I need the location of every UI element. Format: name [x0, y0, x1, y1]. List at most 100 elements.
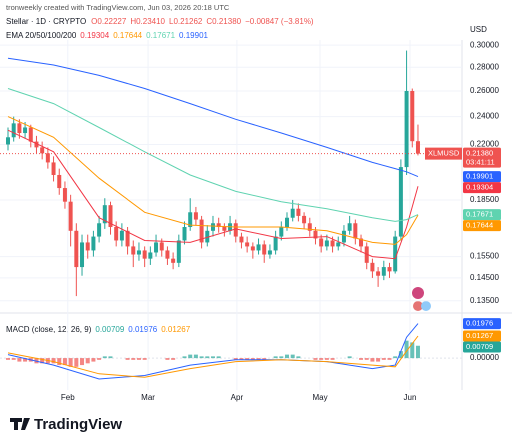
candle-body [171, 258, 176, 263]
candle-body [205, 230, 210, 243]
macd-histogram-bar [393, 356, 398, 359]
candle-body [102, 205, 107, 224]
y-tick-label: 0.28000 [470, 62, 499, 71]
candle-body [62, 188, 67, 202]
macd-histogram-bar [330, 358, 335, 360]
macd-histogram-bar [233, 358, 238, 360]
candle-body [85, 242, 90, 251]
macd-histogram-bar [381, 358, 386, 360]
candle-body [341, 230, 346, 243]
candle-body [199, 219, 204, 243]
macd-histogram-bar [62, 358, 67, 366]
last-price-label: 0.21380 [466, 149, 493, 158]
ema-value: 0.17671 [146, 31, 175, 40]
macd-value: 0.01976 [128, 325, 157, 334]
price-tag [463, 209, 501, 221]
candle-body [262, 244, 267, 255]
ohlc: C0.21380 [206, 17, 241, 26]
macd-histogram-bar [125, 358, 130, 360]
y-tick-label: 0.18500 [470, 195, 499, 204]
macd-histogram-bar [279, 356, 284, 359]
symbol-tag [425, 147, 462, 160]
candle-body [222, 227, 227, 231]
candle-body [285, 217, 290, 228]
candle-body [273, 236, 278, 251]
macd-histogram-bar [131, 358, 136, 360]
macd-histogram-bar [415, 345, 420, 359]
macd-histogram-bar [370, 358, 375, 362]
price-tag-label: 0.01976 [466, 319, 493, 328]
candle-body [154, 242, 159, 253]
macd-histogram-bar [91, 358, 96, 362]
last-price-tag [463, 147, 501, 168]
ema-value: 0.19901 [179, 31, 208, 40]
candle-body [296, 208, 301, 216]
candle-body [307, 223, 312, 231]
macd-histogram-bar [97, 358, 102, 360]
macd-histogram-bar [40, 358, 45, 364]
candle-body [210, 223, 215, 231]
ema-label: EMA 20/50/100/200 [6, 31, 77, 40]
candle-body [410, 90, 415, 142]
ema-value: 0.19304 [80, 31, 109, 40]
macd-histogram-bar [165, 358, 170, 360]
macd-histogram-bar [404, 340, 409, 359]
candle-body [68, 201, 73, 231]
macd-histogram-bar [171, 358, 176, 360]
price-tag [463, 341, 501, 353]
candle-body [148, 252, 153, 259]
macd-histogram-bar [256, 358, 261, 360]
event-icon [421, 301, 431, 311]
macd-histogram-bar [74, 358, 79, 367]
macd-histogram-bar [313, 358, 318, 360]
candle-body [23, 127, 28, 134]
candle-body [359, 238, 364, 247]
price-tag [463, 330, 501, 342]
candle-body [74, 230, 79, 268]
candle-body [404, 90, 409, 168]
macd-tick-label: 0.00000 [470, 353, 499, 362]
candle-body [393, 236, 398, 272]
price-tag [463, 171, 501, 183]
candle-body [6, 137, 10, 145]
symbol-line: Stellar · 1D · CRYPTO O0.22227 H0.23410 L0.… [6, 17, 314, 26]
macd-histogram-bar [359, 358, 364, 360]
candle-body [91, 236, 96, 251]
candle-body [387, 267, 392, 272]
candle-body [313, 230, 318, 239]
candle-body [330, 240, 335, 247]
candle-body [193, 212, 198, 220]
macd-title: MACD (close, 12, 26, 9) [6, 325, 92, 334]
macd-histogram-bar [182, 356, 187, 359]
candle-body [97, 223, 102, 237]
x-tick-label: Feb [61, 393, 75, 402]
candle-body [165, 250, 170, 259]
candle-body [51, 162, 56, 175]
macd-histogram-bar [85, 358, 90, 364]
macd-histogram-bar [216, 356, 221, 359]
macd-histogram-bar [210, 356, 215, 359]
x-tick-label: Apr [231, 393, 244, 402]
macd-histogram-bar [398, 351, 403, 359]
candle-body [45, 153, 50, 163]
ohlc: H0.23410 [130, 17, 165, 26]
x-tick-label: May [312, 393, 327, 402]
macd-histogram-bar [108, 356, 113, 359]
macd-histogram-bar [273, 356, 278, 359]
symbol: Stellar · 1D · CRYPTO [6, 17, 86, 26]
logo-icon [10, 418, 30, 430]
candle-body [250, 246, 255, 251]
macd-histogram-bar [80, 358, 85, 366]
macd-line [7, 323, 419, 380]
macd-histogram-bar [188, 354, 193, 359]
candle-body [347, 223, 352, 231]
macd-legend: MACD (close, 12, 26, 9) 0.00709 0.01976 0.0… [6, 325, 191, 334]
price-tag-label: 0.01267 [466, 331, 493, 340]
ema-line [7, 57, 419, 178]
macd-histogram-bar [142, 358, 147, 360]
candle-body [319, 238, 324, 247]
macd-histogram-bar [193, 354, 198, 359]
x-tick-label: Jun [404, 393, 417, 402]
price-tag-label: 0.19901 [466, 172, 493, 181]
